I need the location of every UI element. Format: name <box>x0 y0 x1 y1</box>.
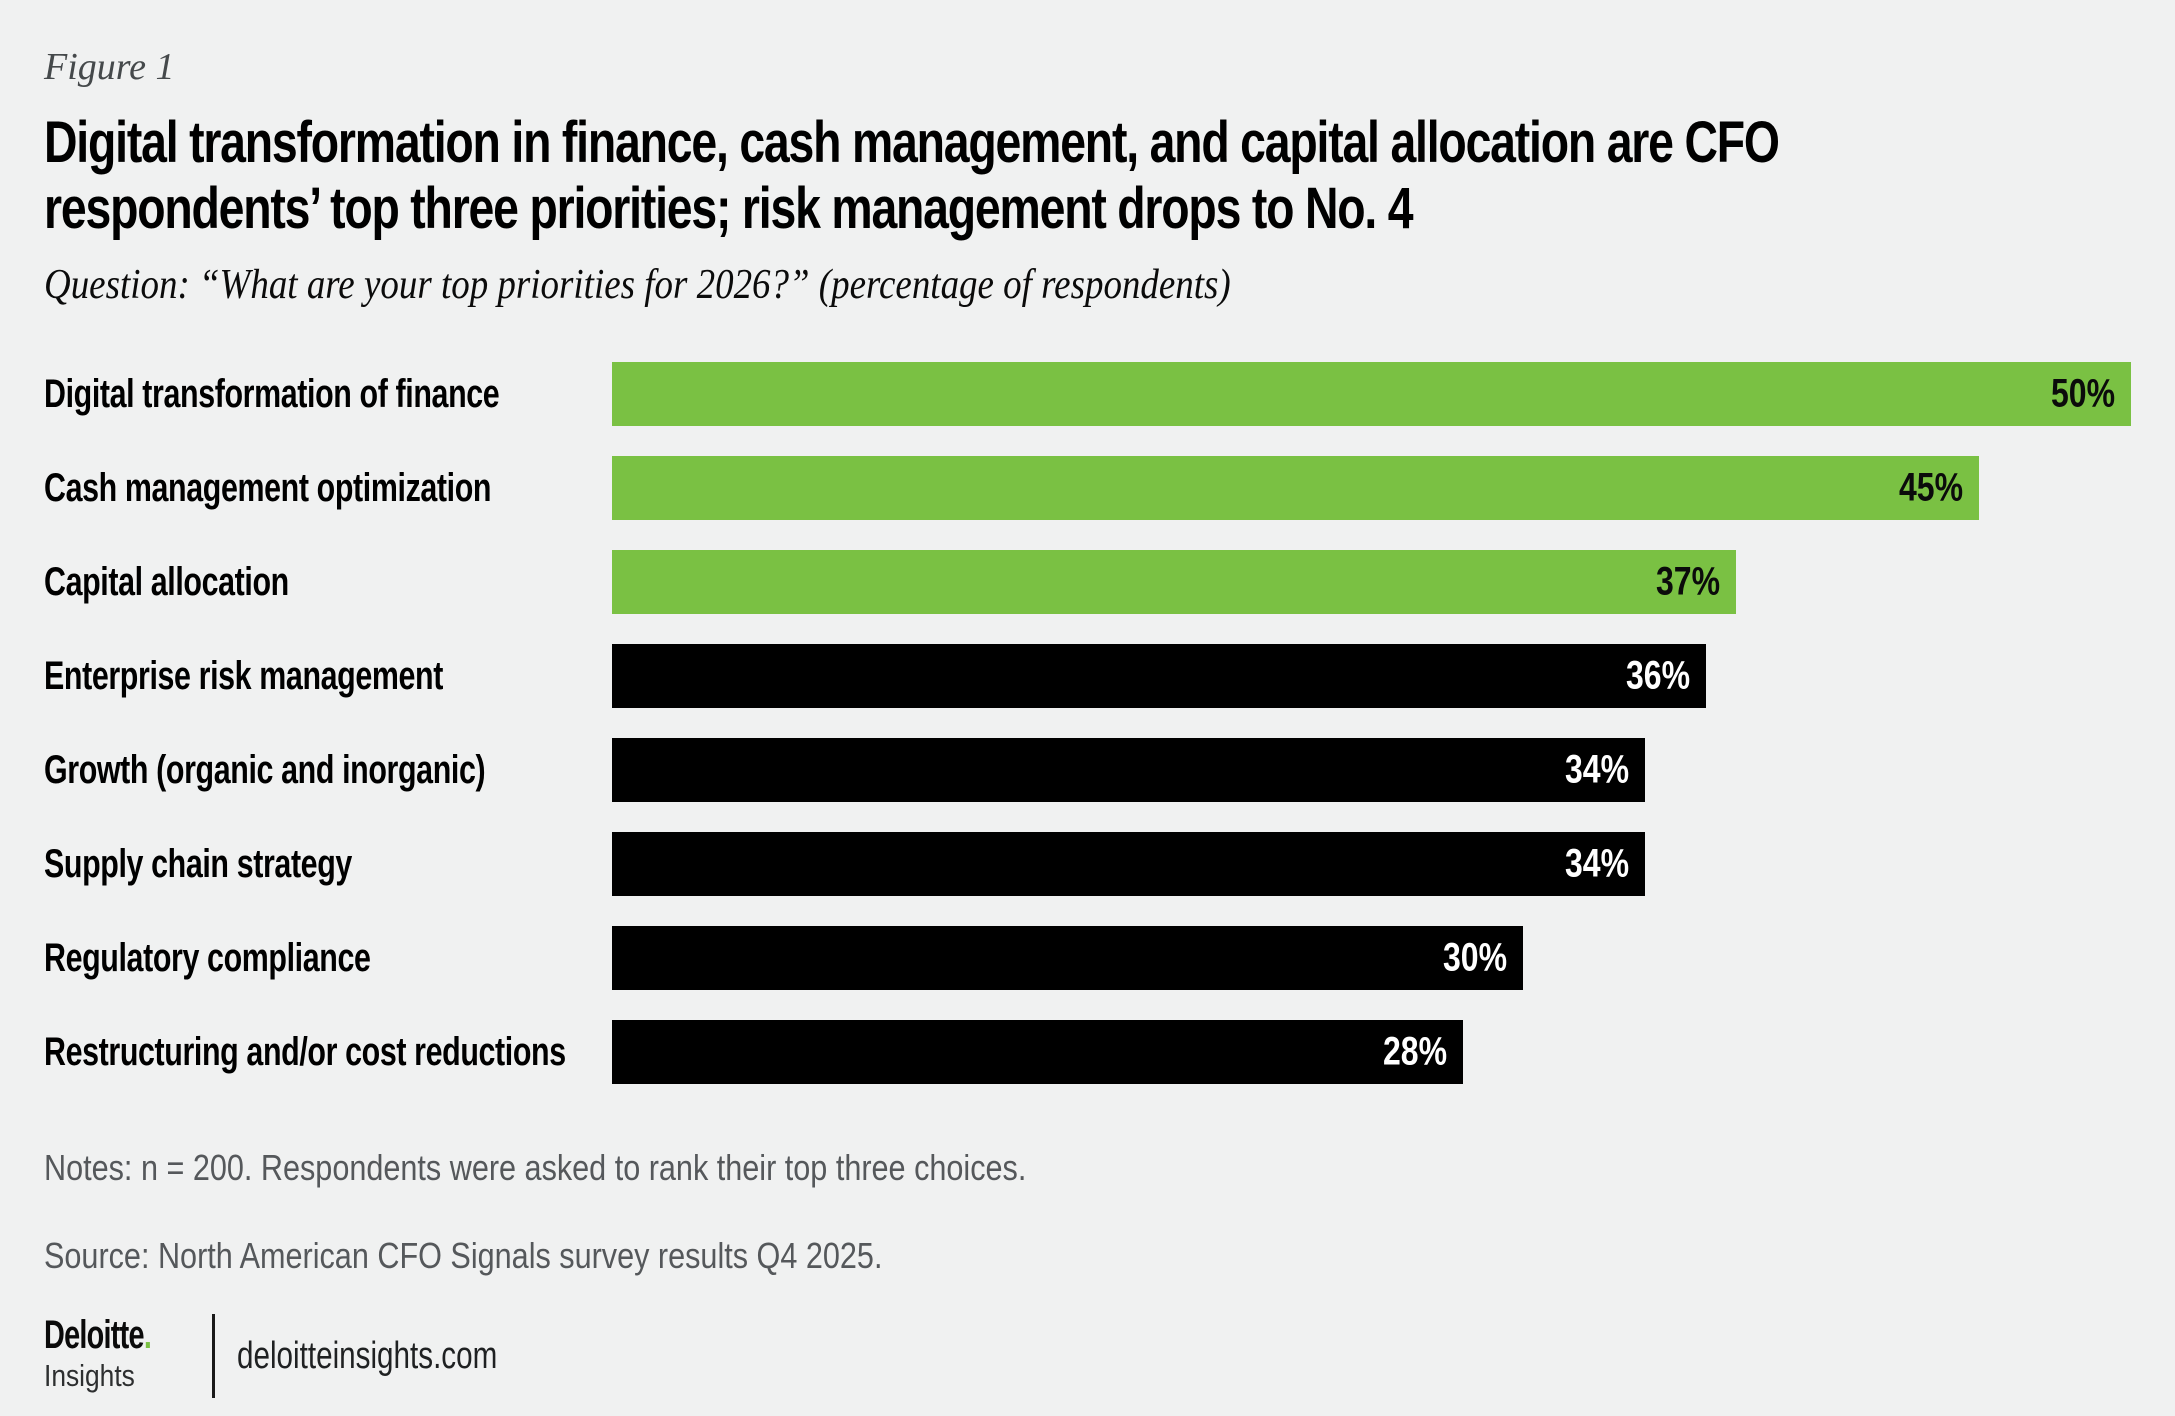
bar: 34% <box>612 832 1645 896</box>
bar-track: 34% <box>612 738 2131 802</box>
figure-title: Digital transformation in finance, cash … <box>44 110 2131 242</box>
value-label: 28% <box>1382 1029 1447 1074</box>
value-label: 37% <box>1655 559 1721 604</box>
chart-row: Regulatory compliance 30% <box>44 926 2131 990</box>
footer-brand: Deloitte. Insights deloitteinsights.com <box>44 1314 2131 1398</box>
category-label: Supply chain strategy <box>44 841 352 886</box>
bar-chart: Digital transformation of finance 50% Cash… <box>44 362 2131 1084</box>
bar-track: 50% <box>612 362 2131 426</box>
chart-notes: Notes: n = 200. Respondents were asked t… <box>44 1147 1027 1188</box>
bar-track: 28% <box>612 1020 2131 1084</box>
chart-row: Digital transformation of finance 50% <box>44 362 2131 426</box>
chart-row: Cash management optimization 45% <box>44 456 2131 520</box>
deloitte-wordmark-text: Deloitte <box>44 1313 145 1357</box>
chart-row: Restructuring and/or cost reductions 28% <box>44 1020 2131 1084</box>
category-label: Growth (organic and inorganic) <box>44 747 486 792</box>
footer-website: deloitteinsights.com <box>237 1334 498 1377</box>
bar: 28% <box>612 1020 1463 1084</box>
value-label: 50% <box>2050 371 2115 416</box>
bar-track: 34% <box>612 832 2131 896</box>
category-label: Regulatory compliance <box>44 935 371 980</box>
figure-title-line1: Digital transformation in finance, cash … <box>44 110 1780 175</box>
bar: 36% <box>612 644 1706 708</box>
bar: 34% <box>612 738 1645 802</box>
category-label: Enterprise risk management <box>44 653 443 698</box>
figure-title-line2: respondents’ top three priorities; risk … <box>44 176 1414 241</box>
figure-label: Figure 1 <box>44 46 175 88</box>
footer-divider <box>212 1314 215 1398</box>
value-label: 45% <box>1899 465 1964 510</box>
bar-track: 30% <box>612 926 2131 990</box>
value-label: 34% <box>1564 841 1629 886</box>
bar-track: 45% <box>612 456 2131 520</box>
figure-subtitle: Question: “What are your top priorities … <box>44 262 1231 308</box>
value-label: 34% <box>1564 747 1629 792</box>
deloitte-insights-logo: Deloitte. Insights <box>44 1314 194 1398</box>
value-label: 30% <box>1443 935 1508 980</box>
chart-row: Growth (organic and inorganic) 34% <box>44 738 2131 802</box>
insights-wordmark: Insights <box>44 1358 135 1393</box>
category-label: Cash management optimization <box>44 465 492 510</box>
chart-source: Source: North American CFO Signals surve… <box>44 1235 883 1276</box>
category-label: Digital transformation of finance <box>44 371 500 416</box>
bar: 50% <box>612 362 2131 426</box>
bar-track: 37% <box>612 550 2131 614</box>
deloitte-wordmark: Deloitte. <box>44 1313 152 1357</box>
chart-row: Enterprise risk management 36% <box>44 644 2131 708</box>
category-label: Restructuring and/or cost reductions <box>44 1029 566 1074</box>
bar-track: 36% <box>612 644 2131 708</box>
bar: 37% <box>612 550 1737 614</box>
deloitte-green-dot: . <box>143 1313 152 1357</box>
chart-row: Capital allocation 37% <box>44 550 2131 614</box>
value-label: 36% <box>1625 653 1690 698</box>
bar: 30% <box>612 926 1524 990</box>
bar: 45% <box>612 456 1980 520</box>
chart-row: Supply chain strategy 34% <box>44 832 2131 896</box>
category-label: Capital allocation <box>44 559 289 604</box>
